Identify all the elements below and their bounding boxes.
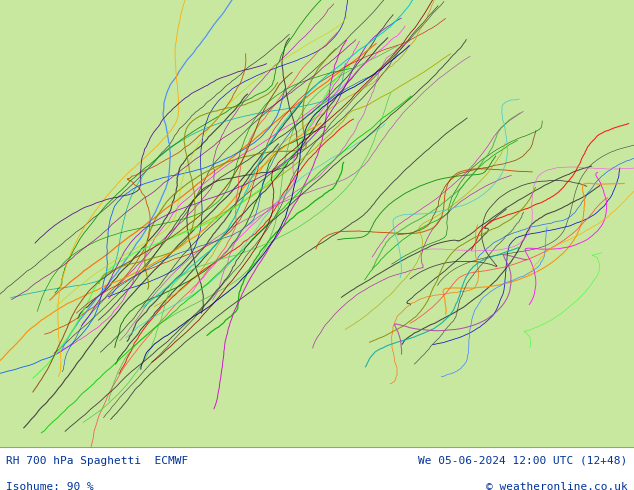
Text: © weatheronline.co.uk: © weatheronline.co.uk <box>486 482 628 490</box>
Text: We 05-06-2024 12:00 UTC (12+48): We 05-06-2024 12:00 UTC (12+48) <box>418 456 628 466</box>
Text: RH 700 hPa Spaghetti  ECMWF: RH 700 hPa Spaghetti ECMWF <box>6 456 188 466</box>
Text: Isohume: 90 %: Isohume: 90 % <box>6 482 94 490</box>
